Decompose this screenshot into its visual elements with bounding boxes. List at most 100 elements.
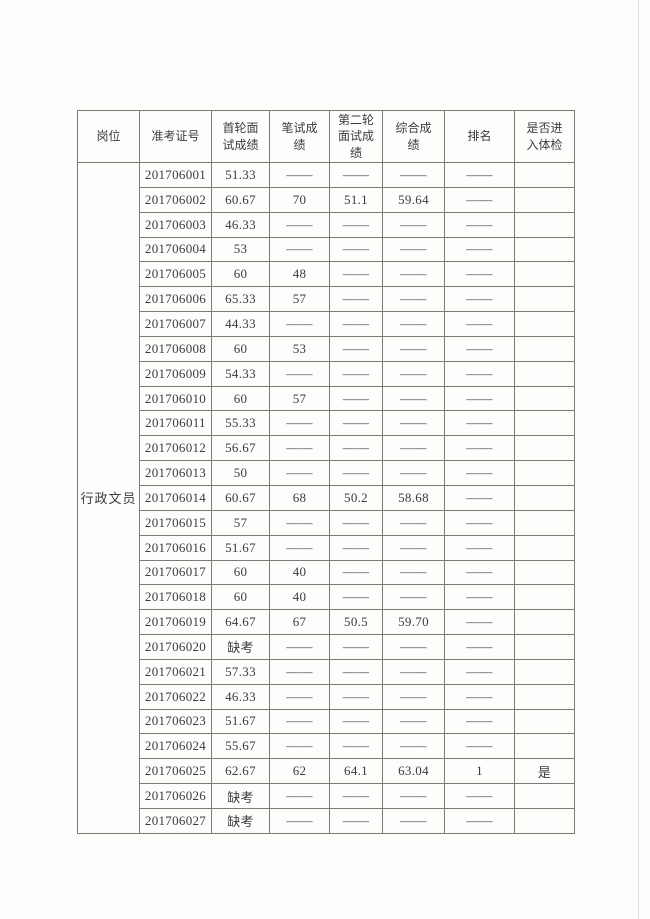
- table-row: 201706012 56.67 —— —— —— ——: [78, 435, 575, 462]
- written-score-cell: 48: [269, 261, 330, 288]
- written-score-cell: ——: [269, 634, 330, 660]
- first-interview-score-cell: 46.33: [211, 211, 270, 238]
- rank-cell: ——: [444, 360, 515, 387]
- rank-cell: ——: [444, 484, 515, 511]
- rank-cell: ——: [444, 733, 515, 760]
- enter-check-cell: [514, 509, 575, 536]
- rank-cell: ——: [444, 783, 515, 809]
- rank-cell: ——: [444, 609, 515, 636]
- written-score-cell: ——: [269, 360, 330, 387]
- enter-check-cell: [514, 311, 575, 337]
- rank-cell: ——: [444, 162, 515, 188]
- rank-cell: ——: [444, 311, 515, 337]
- exam-id-cell: 201706025: [139, 758, 212, 785]
- exam-id-cell: 201706023: [139, 708, 212, 735]
- first-interview-score-cell: 50: [211, 460, 270, 486]
- rank-cell: ——: [444, 460, 515, 486]
- second-interview-score-cell: ——: [329, 311, 383, 337]
- composite-score-cell: 58.68: [382, 484, 445, 511]
- enter-check-cell: [514, 236, 575, 263]
- header-cell-4: 第二轮 面试成 绩: [329, 110, 383, 163]
- exam-id-cell: 201706012: [139, 435, 212, 462]
- first-interview-score-cell: 53: [211, 236, 270, 263]
- rank-cell: ——: [444, 807, 515, 834]
- first-interview-score-cell: 57: [211, 509, 270, 536]
- table-row: 201706027 缺考 —— —— —— ——: [78, 807, 575, 834]
- rank-cell: ——: [444, 211, 515, 238]
- first-interview-score-cell: 缺考: [211, 634, 270, 660]
- second-interview-score-cell: ——: [329, 733, 383, 760]
- enter-check-cell: [514, 460, 575, 486]
- table-row: 201706008 60 53 —— —— ——: [78, 335, 575, 362]
- composite-score-cell: 59.64: [382, 186, 445, 213]
- rank-cell: ——: [444, 708, 515, 735]
- rank-cell: ——: [444, 410, 515, 437]
- exam-id-cell: 201706013: [139, 460, 212, 486]
- table-row: 201706007 44.33 —— —— —— ——: [78, 311, 575, 337]
- rank-cell: ——: [444, 634, 515, 660]
- composite-score-cell: ——: [382, 634, 445, 660]
- written-score-cell: 40: [269, 584, 330, 611]
- composite-score-cell: 59.70: [382, 609, 445, 636]
- exam-id-cell: 201706015: [139, 509, 212, 536]
- table-header: 岗位 准考证号 首轮面 试成绩 笔试成 绩第二轮 面试成 绩综合成 绩排名 是否进 入体…: [77, 110, 575, 163]
- composite-score-cell: 63.04: [382, 758, 445, 785]
- exam-id-cell: 201706021: [139, 658, 212, 685]
- second-interview-score-cell: 51.1: [329, 186, 383, 213]
- composite-score-cell: ——: [382, 236, 445, 263]
- exam-id-cell: 201706026: [139, 783, 212, 809]
- composite-score-cell: ——: [382, 509, 445, 536]
- composite-score-cell: ——: [382, 211, 445, 238]
- table-row: 201706024 55.67 —— —— —— ——: [78, 733, 575, 760]
- rank-cell: 1: [444, 758, 515, 785]
- written-score-cell: ——: [269, 658, 330, 685]
- first-interview-score-cell: 65.33: [211, 286, 270, 313]
- composite-score-cell: ——: [382, 162, 445, 188]
- table-row: 201706011 55.33 —— —— —— ——: [78, 410, 575, 437]
- enter-check-cell: [514, 211, 575, 238]
- header-cell-5: 综合成 绩: [382, 110, 445, 163]
- scan-edge-line: [638, 0, 639, 919]
- exam-id-cell: 201706002: [139, 186, 212, 213]
- second-interview-score-cell: ——: [329, 634, 383, 660]
- composite-score-cell: ——: [382, 783, 445, 809]
- written-score-cell: 40: [269, 559, 330, 586]
- rank-cell: ——: [444, 385, 515, 412]
- composite-score-cell: ——: [382, 534, 445, 561]
- table-row: 201706020 缺考 —— —— —— ——: [78, 634, 575, 660]
- first-interview-score-cell: 60: [211, 559, 270, 586]
- first-interview-score-cell: 51.33: [211, 162, 270, 188]
- header-row: 岗位 准考证号 首轮面 试成绩 笔试成 绩第二轮 面试成 绩综合成 绩排名 是否进 入体…: [77, 110, 575, 163]
- rank-cell: ——: [444, 534, 515, 561]
- table-row: 201706021 57.33 —— —— —— ——: [78, 658, 575, 685]
- enter-check-cell: [514, 335, 575, 362]
- composite-score-cell: ——: [382, 807, 445, 834]
- composite-score-cell: ——: [382, 385, 445, 412]
- enter-check-cell: [514, 261, 575, 288]
- enter-check-cell: 是: [514, 758, 575, 785]
- second-interview-score-cell: ——: [329, 559, 383, 586]
- enter-check-cell: [514, 484, 575, 511]
- composite-score-cell: ——: [382, 261, 445, 288]
- table-row: 201706013 50 —— —— —— ——: [78, 460, 575, 486]
- composite-score-cell: ——: [382, 335, 445, 362]
- second-interview-score-cell: ——: [329, 708, 383, 735]
- first-interview-score-cell: 60: [211, 335, 270, 362]
- exam-id-cell: 201706010: [139, 385, 212, 412]
- table-row: 201706016 51.67 —— —— —— ——: [78, 534, 575, 561]
- written-score-cell: ——: [269, 683, 330, 710]
- table-row: 201706025 62.67 62 64.1 63.04 1 是: [78, 758, 575, 785]
- written-score-cell: 70: [269, 186, 330, 213]
- written-score-cell: ——: [269, 807, 330, 834]
- rank-cell: ——: [444, 658, 515, 685]
- header-cell-3: 笔试成 绩: [269, 110, 330, 163]
- rank-cell: ——: [444, 286, 515, 313]
- first-interview-score-cell: 51.67: [211, 534, 270, 561]
- written-score-cell: ——: [269, 509, 330, 536]
- enter-check-cell: [514, 360, 575, 387]
- written-score-cell: 67: [269, 609, 330, 636]
- table-row: 201706004 53 —— —— —— ——: [78, 236, 575, 263]
- written-score-cell: ——: [269, 211, 330, 238]
- enter-check-cell: [514, 658, 575, 685]
- exam-id-cell: 201706008: [139, 335, 212, 362]
